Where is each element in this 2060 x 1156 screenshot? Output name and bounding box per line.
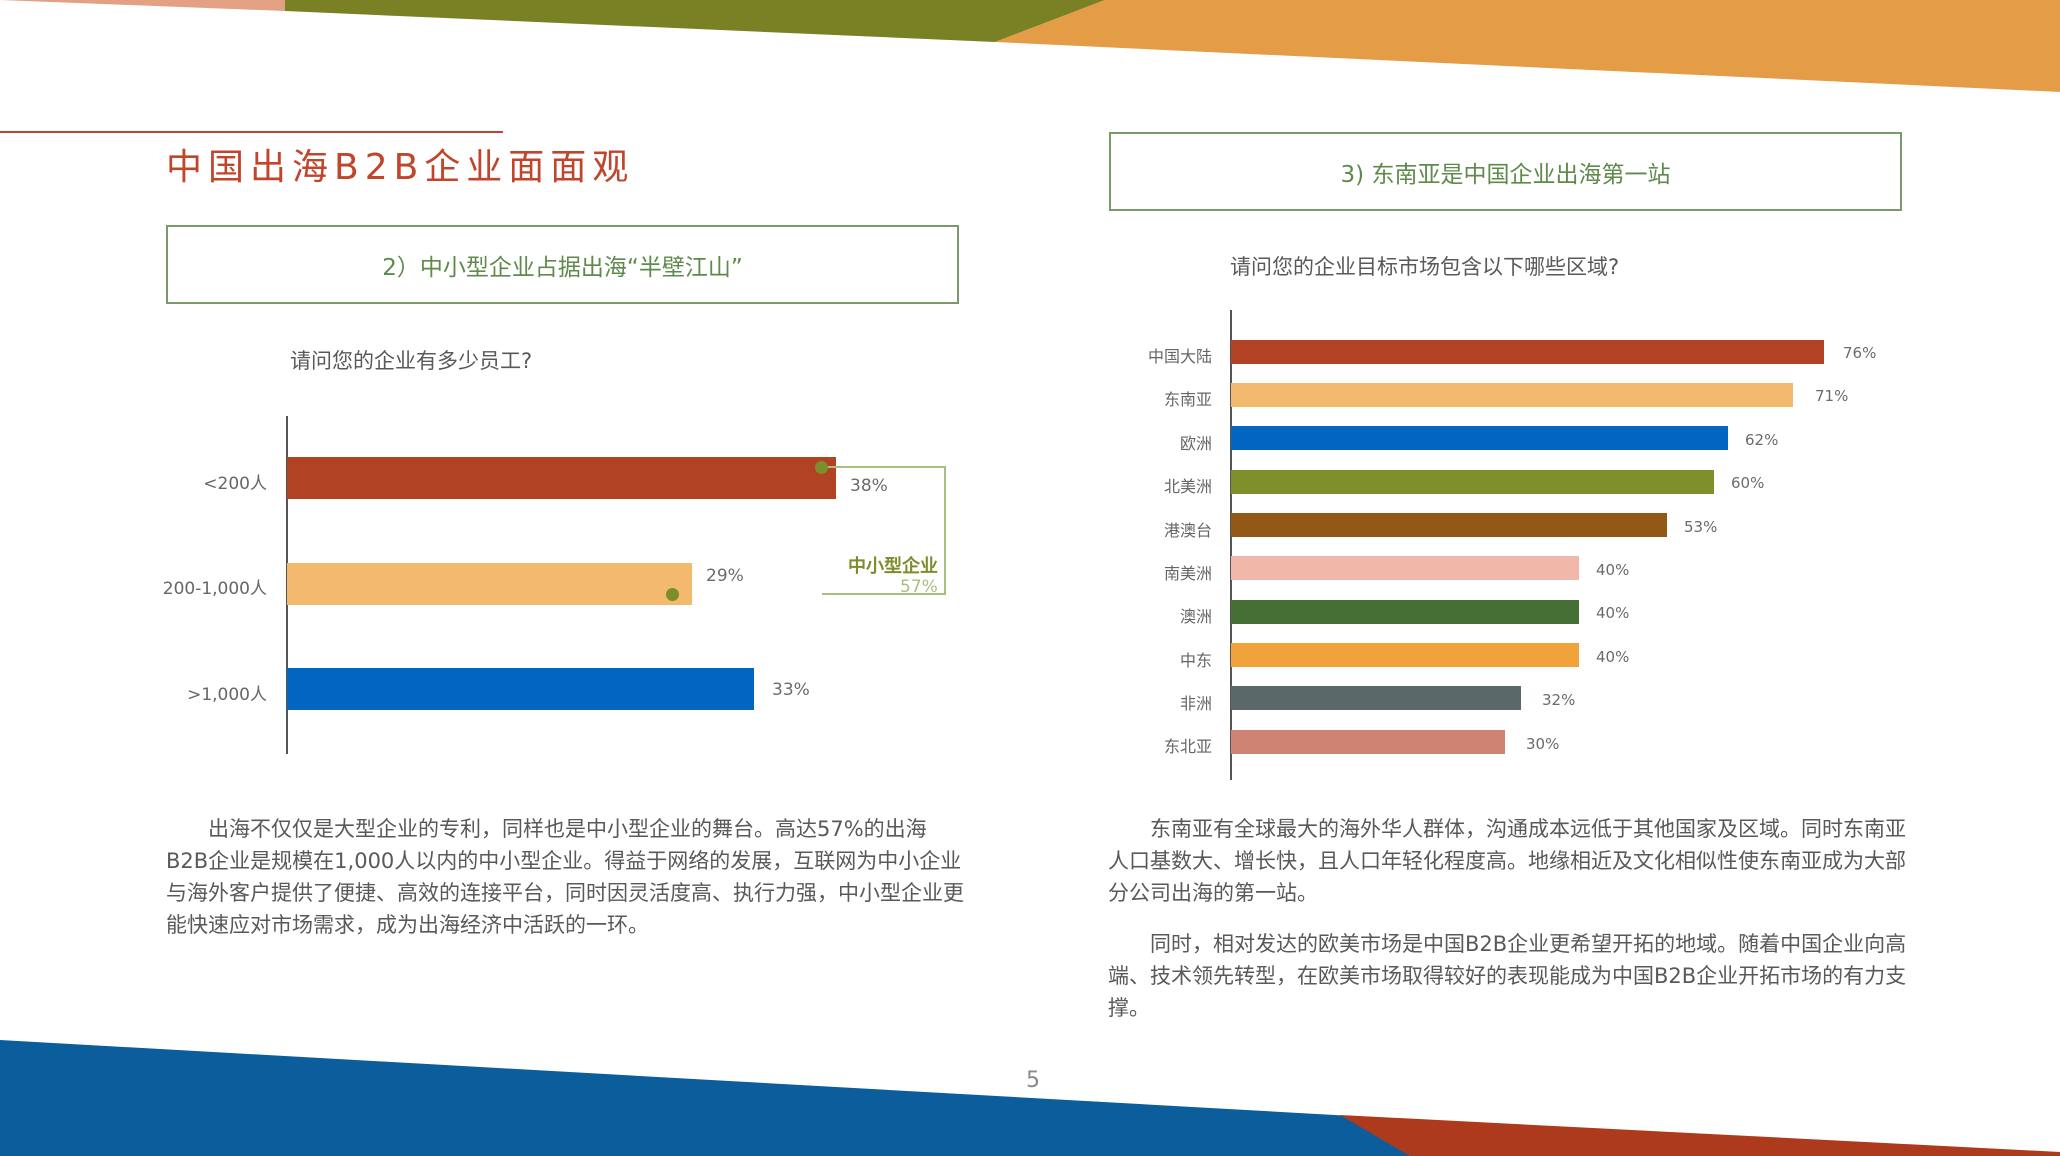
employee-bar-200-1000 (287, 563, 692, 605)
right-section-header: 3) 东南亚是中国企业出海第一站 (1109, 132, 1902, 211)
bracket-dot-bottom (666, 588, 679, 601)
left-section-header: 2）中小型企业占据出海“半壁江山” (166, 225, 959, 304)
sme-value: 57% (900, 577, 938, 597)
market-category-label: 港澳台 (1163, 521, 1212, 540)
market-bar (1231, 383, 1793, 407)
left-paragraph: 出海不仅仅是大型企业的专利，同样也是中小型企业的舞台。高达57%的出海B2B企业… (166, 817, 964, 937)
market-bar (1231, 686, 1521, 710)
market-category-label: 澳洲 (1179, 607, 1212, 626)
market-value-label: 40% (1596, 604, 1630, 622)
employee-value-label: 38% (850, 476, 888, 496)
market-bar (1231, 470, 1714, 494)
market-category-label: 非洲 (1179, 694, 1212, 713)
left-question: 请问您的企业有多少员工? (290, 349, 533, 373)
market-bar (1231, 513, 1667, 537)
market-bar (1231, 340, 1824, 364)
employee-category-label: 200-1,000人 (162, 579, 267, 599)
title-rule (0, 131, 503, 133)
market-category-label: 中东 (1179, 651, 1212, 670)
market-value-label: 62% (1745, 431, 1779, 449)
sme-label: 中小型企业 (848, 556, 938, 577)
employee-bar-lt200 (287, 457, 836, 499)
right-section-title: 3) 东南亚是中国企业出海第一站 (1340, 161, 1671, 188)
market-category-label: 东北亚 (1163, 737, 1212, 756)
market-value-label: 40% (1596, 561, 1630, 579)
market-bar (1231, 426, 1728, 450)
employee-category-label: >1,000人 (187, 685, 267, 705)
page-number: 5 (1026, 1068, 1040, 1093)
market-value-label: 32% (1542, 691, 1576, 709)
market-bar (1231, 643, 1579, 667)
market-bar (1231, 730, 1505, 754)
market-category-label: 东南亚 (1163, 390, 1212, 409)
market-bar (1231, 600, 1579, 624)
page-title: 中国出海B2B企业面面观 (166, 147, 635, 188)
bracket-dot-top (815, 461, 828, 474)
sme-bracket (822, 466, 946, 595)
employee-value-label: 29% (706, 566, 744, 586)
market-value-label: 30% (1526, 735, 1560, 753)
market-value-label: 76% (1843, 344, 1877, 362)
market-value-label: 60% (1731, 474, 1765, 492)
market-value-label: 40% (1596, 648, 1630, 666)
left-section-title: 2）中小型企业占据出海“半壁江山” (382, 254, 743, 281)
employee-category-label: <200人 (203, 474, 267, 494)
employee-bar-gt1000 (287, 668, 754, 710)
market-category-label: 南美洲 (1163, 564, 1212, 583)
market-category-label: 中国大陆 (1147, 347, 1212, 366)
right-question: 请问您的企业目标市场包含以下哪些区域? (1230, 255, 1620, 279)
market-value-label: 71% (1815, 387, 1849, 405)
market-value-label: 53% (1684, 518, 1718, 536)
market-category-label: 北美洲 (1163, 477, 1212, 496)
right-paragraph-2: 同时，相对发达的欧美市场是中国B2B企业更希望开拓的地域。随着中国企业向高端、技… (1108, 932, 1907, 1020)
employee-value-label: 33% (772, 680, 810, 700)
market-category-label: 欧洲 (1179, 434, 1212, 453)
market-chart-axis (1230, 310, 1232, 780)
right-paragraph-1: 东南亚有全球最大的海外华人群体，沟通成本远低于其他国家及区域。同时东南亚人口基数… (1108, 817, 1906, 905)
market-bar (1231, 556, 1579, 580)
